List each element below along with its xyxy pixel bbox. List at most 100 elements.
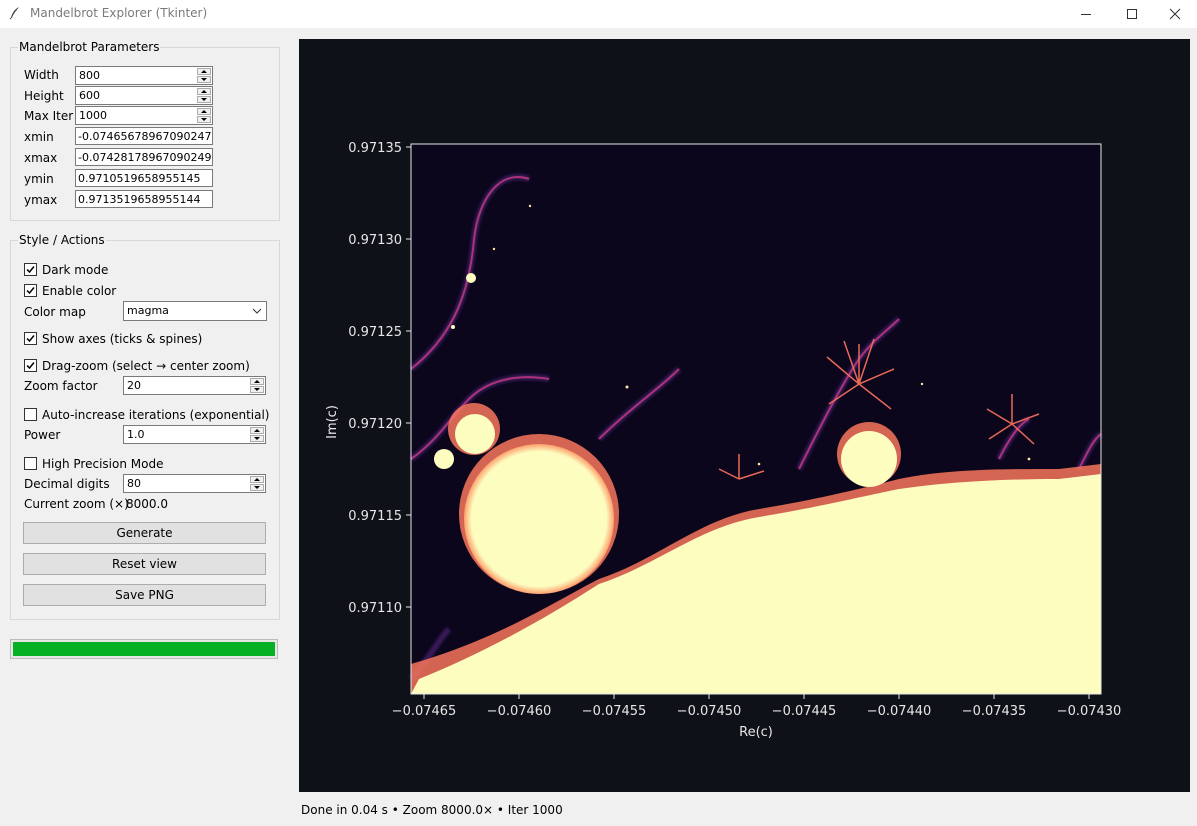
style-group-title: Style / Actions [18, 233, 106, 247]
window-title: Mandelbrot Explorer (Tkinter) [30, 6, 208, 20]
checkmark-icon [26, 362, 35, 370]
xmax-label: xmax [24, 151, 58, 165]
style-actions-group: Style / Actions [10, 233, 280, 620]
colormap-label: Color map [24, 305, 86, 319]
power-value: 1.0 [127, 428, 145, 441]
mandelbrot-plot[interactable]: −0.07465 −0.07460 −0.07455 −0.07450 −0.07445… [299, 39, 1190, 792]
decimal-digits-value: 80 [127, 477, 141, 490]
height-value: 600 [79, 89, 100, 102]
height-label: Height [24, 89, 64, 103]
minimize-button[interactable] [1063, 0, 1109, 28]
xmin-field[interactable]: -0.07465678967090247 [75, 127, 213, 145]
width-increment[interactable] [197, 68, 211, 75]
minimize-icon [1081, 14, 1091, 15]
zoom-factor-spinbox[interactable]: 20 [123, 376, 266, 395]
decimal-digits-label: Decimal digits [24, 477, 110, 491]
plot-frame [410, 143, 1102, 695]
high-precision-label[interactable]: High Precision Mode [42, 457, 164, 471]
x-tick-label: −0.07450 [677, 704, 742, 719]
y-tick-label: 0.97130 [348, 233, 402, 248]
y-axis: 0.97110 0.97115 0.97120 0.97125 0.97130 0.971… [348, 141, 411, 616]
title-bar: Mandelbrot Explorer (Tkinter) [0, 0, 1197, 28]
decimal-digits-decrement[interactable] [250, 484, 264, 491]
current-zoom-value: 8000.0 [126, 497, 168, 511]
y-tick-label: 0.97115 [348, 509, 402, 524]
maxiter-spinbox[interactable]: 1000 [75, 106, 213, 125]
ymin-field[interactable]: 0.9710519658955145 [75, 169, 213, 187]
ymax-field[interactable]: 0.9713519658955144 [75, 190, 213, 208]
zoom-factor-increment[interactable] [250, 378, 264, 385]
status-text: Done in 0.04 s • Zoom 8000.0× • Iter 100… [301, 803, 563, 817]
maxiter-increment[interactable] [197, 108, 211, 115]
y-tick-label: 0.97135 [348, 141, 402, 156]
parameters-group-title: Mandelbrot Parameters [18, 40, 161, 54]
current-zoom-label: Current zoom (×) [24, 497, 129, 511]
show-axes-checkbox[interactable] [24, 332, 37, 345]
feather-icon [9, 7, 19, 20]
enable-color-label[interactable]: Enable color [42, 284, 117, 298]
x-axis-label: Re(c) [739, 725, 773, 740]
high-precision-checkbox[interactable] [24, 457, 37, 470]
x-tick-label: −0.07430 [1057, 704, 1122, 719]
save-png-button[interactable]: Save PNG [23, 584, 266, 606]
reset-view-button[interactable]: Reset view [23, 553, 266, 575]
width-decrement[interactable] [197, 76, 211, 83]
y-axis-label: Im(c) [325, 405, 340, 439]
ymax-label: ymax [24, 193, 58, 207]
auto-iter-label[interactable]: Auto-increase iterations (exponential) [42, 408, 270, 422]
chevron-down-icon [252, 308, 262, 314]
height-increment[interactable] [197, 88, 211, 95]
checkmark-icon [26, 266, 35, 274]
drag-zoom-checkbox[interactable] [24, 359, 37, 372]
x-tick-label: −0.07465 [392, 704, 457, 719]
x-tick-label: −0.07440 [867, 704, 932, 719]
mandelbrot-set-interior [411, 414, 1101, 694]
close-button[interactable] [1152, 0, 1197, 28]
progress-bar [10, 639, 278, 659]
decimal-digits-increment[interactable] [250, 476, 264, 483]
drag-zoom-label[interactable]: Drag-zoom (select → center zoom) [42, 359, 250, 373]
power-label: Power [24, 428, 61, 442]
zoom-factor-label: Zoom factor [24, 379, 98, 393]
decimal-digits-spinbox[interactable]: 80 [123, 474, 266, 493]
dark-mode-label[interactable]: Dark mode [42, 263, 109, 277]
fractal-image[interactable] [408, 143, 1103, 695]
x-tick-label: −0.07455 [582, 704, 647, 719]
x-axis: −0.07465 −0.07460 −0.07455 −0.07450 −0.07445… [392, 694, 1122, 719]
generate-button[interactable]: Generate [23, 522, 266, 544]
width-value: 800 [79, 69, 100, 82]
height-spinbox[interactable]: 600 [75, 86, 213, 105]
power-spinbox[interactable]: 1.0 [123, 425, 266, 444]
progress-fill [13, 642, 275, 656]
parameters-group: Mandelbrot Parameters [10, 40, 280, 221]
x-tick-label: −0.07460 [487, 704, 552, 719]
zoom-factor-value: 20 [127, 379, 141, 392]
power-increment[interactable] [250, 427, 264, 434]
xmin-label: xmin [24, 130, 54, 144]
maximize-button[interactable] [1109, 0, 1155, 28]
x-tick-label: −0.07445 [772, 704, 837, 719]
width-spinbox[interactable]: 800 [75, 66, 213, 85]
zoom-factor-decrement[interactable] [250, 386, 264, 393]
y-tick-label: 0.97125 [348, 325, 402, 340]
ymin-label: ymin [24, 172, 54, 186]
maxiter-label: Max Iter [24, 109, 74, 123]
y-tick-label: 0.97110 [348, 601, 402, 616]
y-tick-label: 0.97120 [348, 417, 402, 432]
xmax-field[interactable]: -0.07428178967090249 [75, 148, 213, 166]
power-decrement[interactable] [250, 435, 264, 442]
checkmark-icon [26, 287, 35, 295]
enable-color-checkbox[interactable] [24, 284, 37, 297]
maximize-icon [1127, 9, 1137, 19]
colormap-select[interactable]: magma [123, 301, 267, 321]
maxiter-value: 1000 [79, 109, 107, 122]
plot-canvas[interactable]: −0.07465 −0.07460 −0.07455 −0.07450 −0.07445… [299, 39, 1190, 792]
colormap-value: magma [127, 304, 169, 317]
dark-mode-checkbox[interactable] [24, 263, 37, 276]
auto-iter-checkbox[interactable] [24, 408, 37, 421]
height-decrement[interactable] [197, 96, 211, 103]
show-axes-label[interactable]: Show axes (ticks & spines) [42, 332, 203, 346]
x-tick-label: −0.07435 [962, 704, 1027, 719]
maxiter-decrement[interactable] [197, 116, 211, 123]
close-icon [1169, 8, 1181, 20]
